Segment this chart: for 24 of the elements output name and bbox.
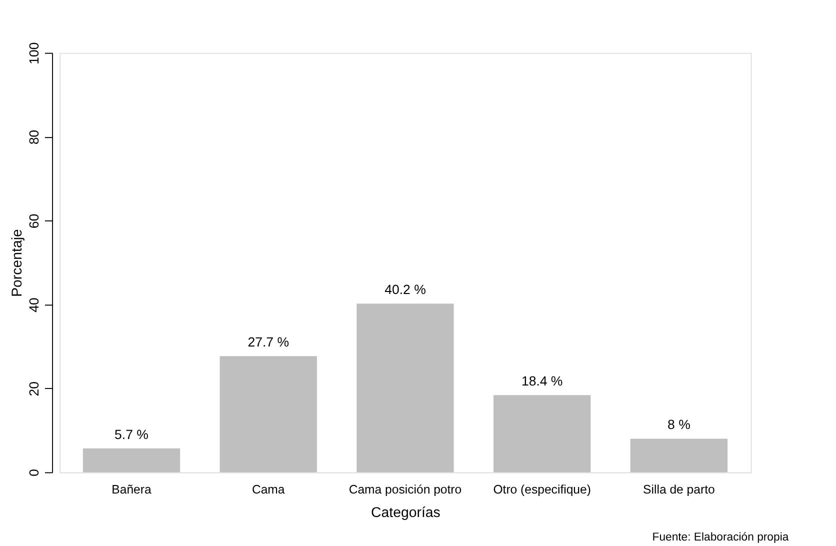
data-label: 5.7 % — [114, 426, 149, 442]
x-axis-title: Categorías — [370, 505, 440, 522]
bar — [493, 395, 591, 472]
x-tick-label: Cama posición potro — [348, 482, 462, 497]
y-tick-label: 0 — [26, 469, 42, 476]
bar — [356, 304, 454, 472]
y-tick-label: 60 — [26, 214, 42, 228]
y-tick-label: 40 — [26, 298, 42, 312]
y-tick-label: 80 — [26, 130, 42, 145]
data-label: 8 % — [668, 417, 691, 432]
bar — [220, 356, 317, 472]
source-note: Fuente: Elaboración propia — [652, 531, 790, 544]
data-label: 18.4 % — [521, 374, 563, 389]
bar — [630, 438, 728, 472]
x-tick-label: Silla de parto — [643, 482, 715, 497]
data-label: 27.7 % — [248, 334, 290, 350]
x-tick-label: Cama — [252, 482, 285, 497]
x-tick-label: Otro (especifique) — [493, 482, 591, 497]
bar — [82, 448, 180, 472]
y-axis-title: Porcentaje — [9, 228, 26, 297]
y-tick-label: 100 — [26, 42, 42, 64]
y-tick-label: 20 — [26, 381, 42, 396]
data-label: 40.2 % — [384, 282, 426, 298]
x-tick-label: Bañera — [112, 482, 152, 497]
